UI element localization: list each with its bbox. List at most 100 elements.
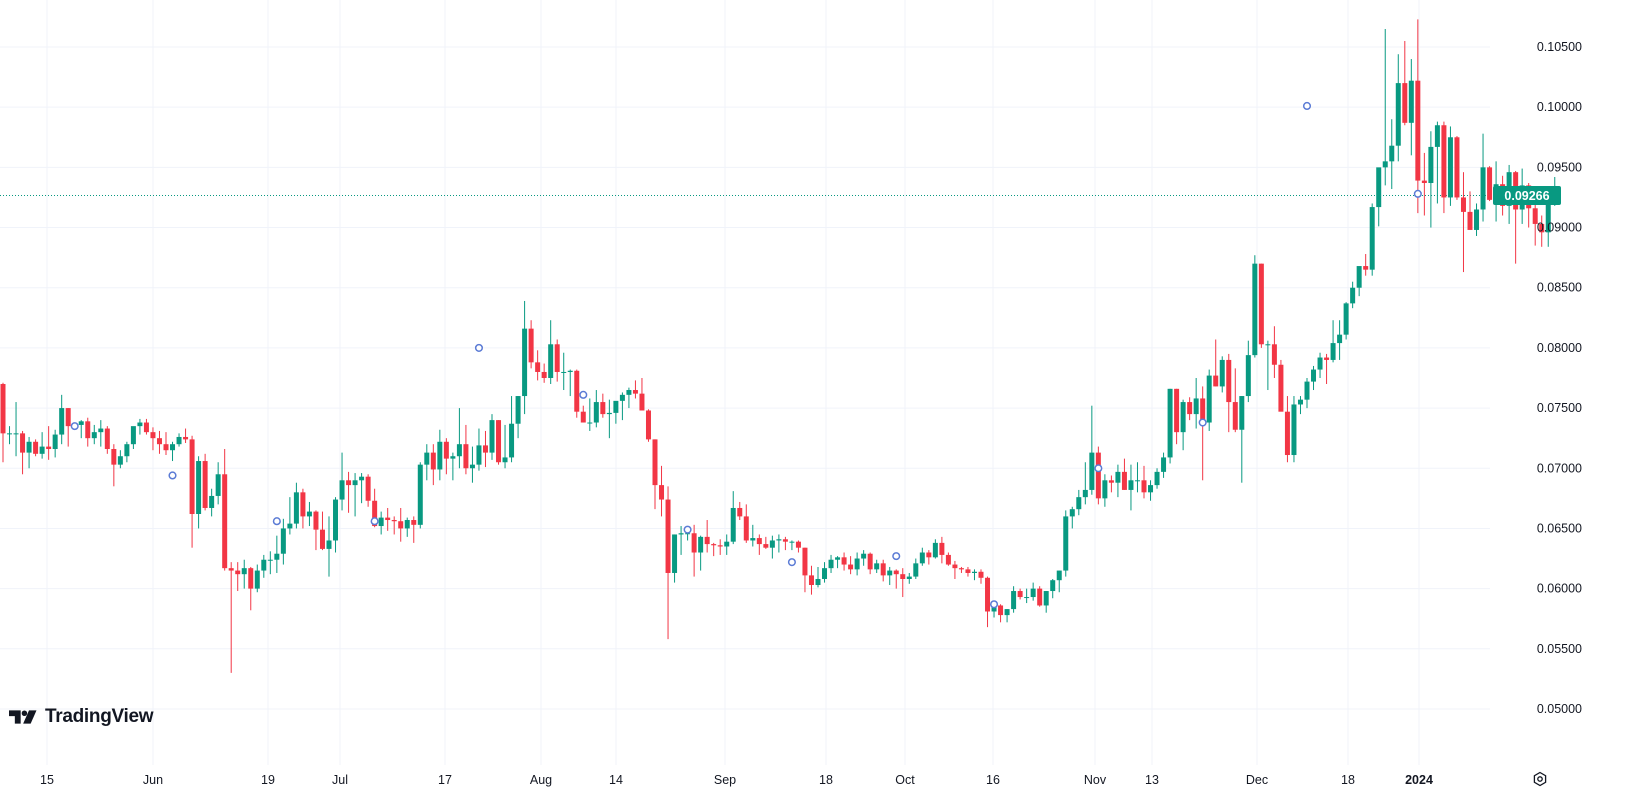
candle [91, 424, 97, 445]
event-marker-icon[interactable] [1198, 418, 1207, 427]
event-marker-icon[interactable] [1413, 189, 1422, 198]
candle [1141, 465, 1147, 499]
candle [1050, 578, 1056, 599]
candle [502, 424, 508, 469]
candle [1017, 588, 1023, 600]
candle [769, 535, 775, 559]
candle [626, 387, 632, 409]
candle [1069, 506, 1075, 529]
event-marker-icon[interactable] [579, 390, 588, 399]
candle [215, 462, 221, 505]
candle [541, 363, 547, 383]
candle [1226, 353, 1232, 433]
candle [672, 534, 678, 583]
candle [763, 536, 769, 549]
candle [1408, 59, 1414, 156]
candle [33, 439, 39, 457]
event-marker-icon[interactable] [989, 600, 999, 609]
candle [411, 516, 417, 543]
candle [848, 556, 854, 575]
candle [906, 572, 912, 584]
event-marker-icon[interactable] [683, 525, 692, 534]
candle [887, 566, 893, 586]
candle [1232, 368, 1238, 433]
tradingview-logo[interactable]: TradingView [9, 706, 154, 728]
candle [1108, 475, 1114, 493]
event-marker-icon[interactable] [370, 517, 379, 526]
candle [730, 491, 736, 545]
time-axis[interactable]: 15 Jun 19 Jul 17 Aug 14 Sep 18 Oct 16 Nov 13 Dec 18 202… [40, 773, 1433, 787]
candle [717, 539, 723, 555]
time-tick-label: 13 [1145, 773, 1159, 787]
candle [1330, 320, 1336, 363]
candle [776, 534, 782, 553]
candle [828, 554, 834, 573]
event-marker-icon[interactable] [787, 558, 796, 567]
candle [319, 511, 325, 551]
candle [143, 418, 149, 435]
candle [359, 473, 365, 504]
candle [802, 547, 808, 593]
price-tick-label: 0.09000 [1537, 221, 1582, 235]
candle [1278, 359, 1284, 412]
candle [13, 402, 19, 457]
candle [1043, 591, 1049, 613]
candle [378, 511, 384, 535]
candle [26, 436, 32, 469]
candle [424, 444, 430, 481]
candle [404, 517, 410, 537]
candle [985, 576, 991, 628]
event-marker-icon[interactable] [892, 552, 901, 561]
candle [1200, 386, 1206, 481]
event-marker-icon[interactable] [168, 471, 177, 480]
event-marker-icon[interactable] [1302, 101, 1312, 111]
candle [1474, 203, 1480, 236]
candle [1271, 326, 1277, 378]
candle [900, 568, 906, 598]
candle [743, 504, 749, 543]
candle [1161, 452, 1167, 478]
candle [1421, 152, 1427, 216]
candle [645, 409, 651, 442]
event-marker-icon[interactable] [70, 422, 79, 431]
candle [522, 300, 528, 415]
candle [1343, 302, 1349, 340]
price-axis[interactable]: 0.10500 0.10000 0.09500 0.09000 0.08500 0.080… [1537, 40, 1582, 716]
candle [1082, 462, 1088, 505]
time-tick-label: 14 [609, 773, 623, 787]
candle [548, 320, 554, 385]
candle [835, 556, 841, 569]
candle [365, 474, 371, 507]
candle [965, 566, 971, 577]
price-tick-label: 0.10000 [1537, 100, 1582, 114]
candle [1324, 353, 1330, 385]
candle [1265, 340, 1271, 391]
chart-settings-button[interactable] [1532, 771, 1548, 787]
candle [1317, 352, 1323, 378]
time-tick-label: 15 [40, 773, 54, 787]
candle [1258, 263, 1264, 348]
candle [926, 550, 932, 565]
candle [1454, 136, 1460, 200]
price-tick-label: 0.07000 [1537, 461, 1582, 475]
tradingview-wordmark: TradingView [45, 706, 154, 727]
candle [156, 430, 162, 454]
candle [1213, 339, 1219, 387]
candle [1382, 28, 1388, 186]
candle [52, 429, 58, 458]
candle [333, 497, 339, 553]
candle [1369, 203, 1375, 276]
last-price-label: 0.09266 [1504, 189, 1549, 203]
candle [795, 540, 801, 553]
event-marker-icon[interactable] [1094, 464, 1103, 473]
candle [248, 566, 254, 611]
candle [665, 486, 671, 640]
candle [867, 552, 873, 575]
event-marker-icon[interactable] [272, 517, 281, 526]
candle [1206, 369, 1212, 431]
time-tick-label: Dec [1246, 773, 1268, 787]
event-marker-icon[interactable] [474, 343, 484, 352]
candle [1311, 365, 1317, 391]
